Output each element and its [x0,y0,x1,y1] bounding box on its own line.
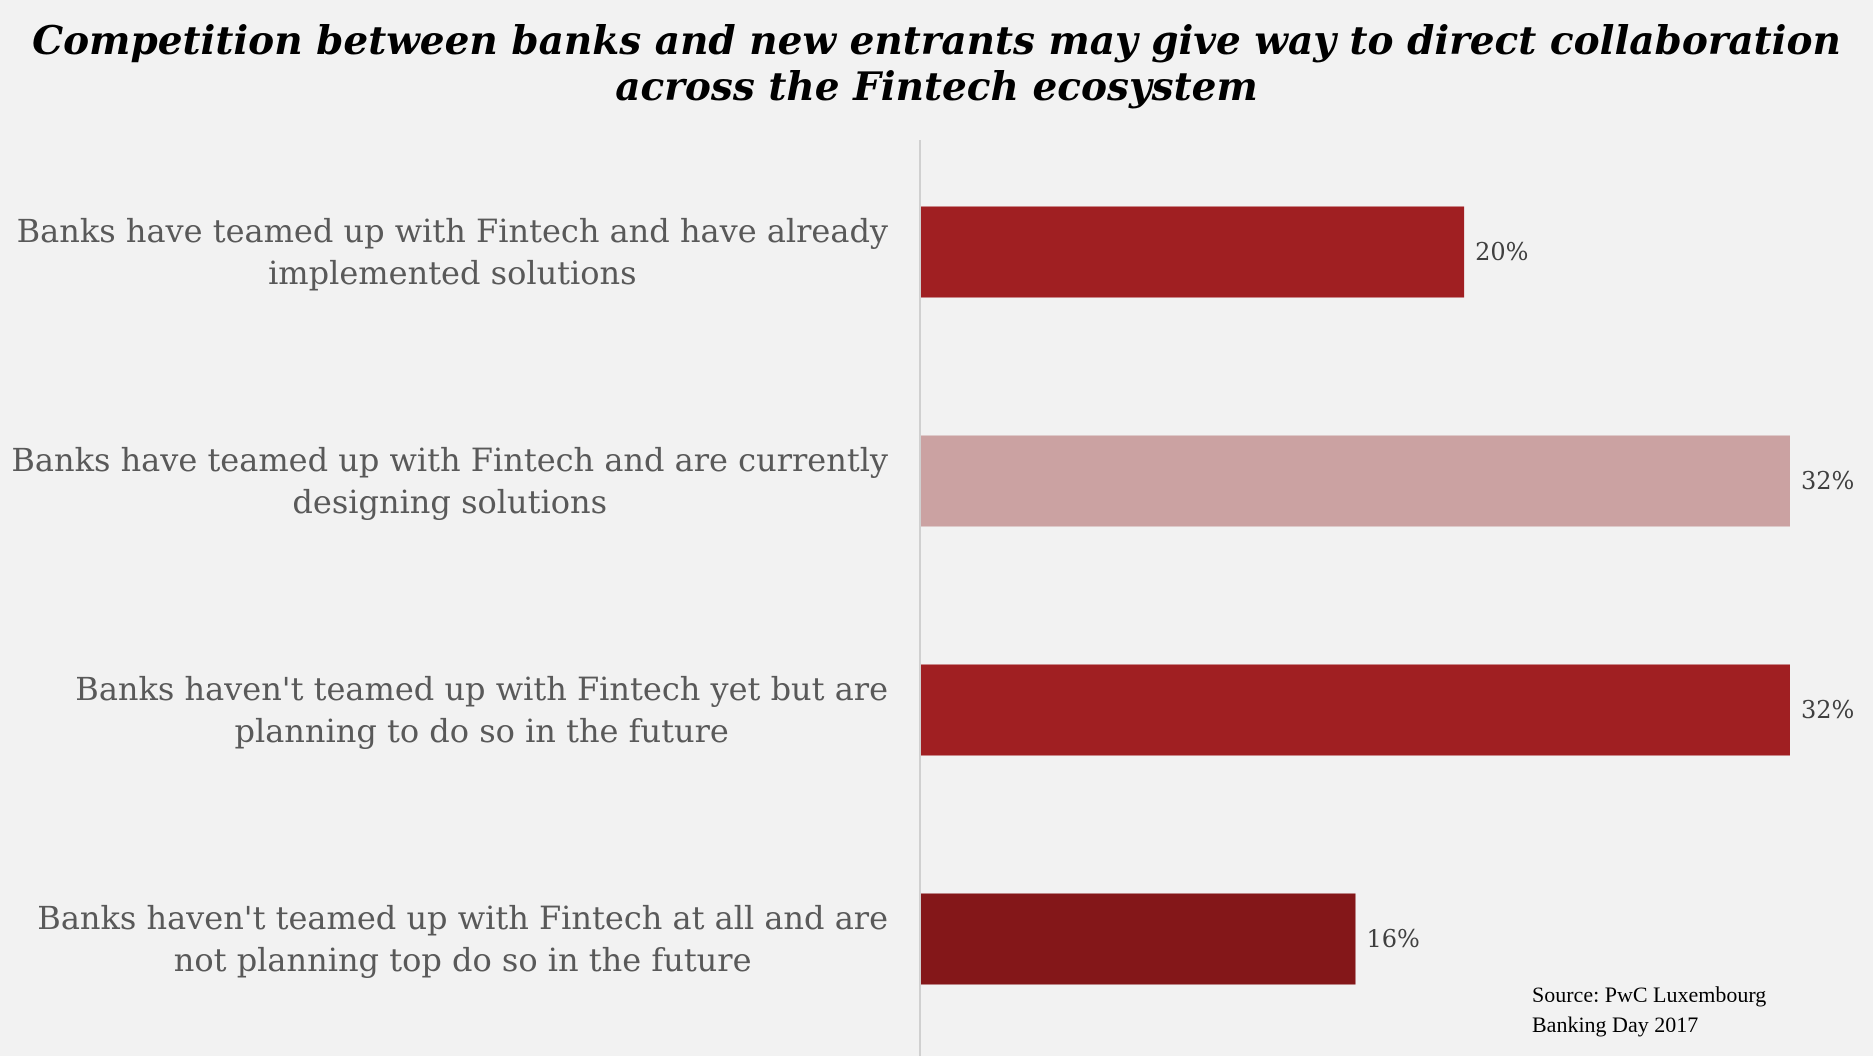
category-label-3: Banks haven't teamed up with Fintech yet… [75,670,888,750]
category-label-1-line-1: Banks have teamed up with Fintech and ha… [17,212,888,250]
category-label-2-line-2: designing solutions [292,483,607,521]
bar-1 [921,206,1465,298]
category-label-4: Banks haven't teamed up with Fintech at … [37,899,888,979]
category-label-2: Banks have teamed up with Fintech and ar… [11,441,888,521]
bars-layer: 20% Banks have teamed up with Fintech and… [11,206,1854,985]
category-label-1-line-2: implemented solutions [268,254,637,292]
source-line-1: Source: PwC Luxembourg [1532,982,1767,1007]
category-label-1: Banks have teamed up with Fintech and ha… [17,212,888,292]
bar-3 [921,664,1790,756]
category-label-4-line-2: not planning top do so in the future [174,941,752,979]
category-label-3-line-1: Banks haven't teamed up with Fintech yet… [75,670,888,708]
value-label-1: 20% [1475,238,1528,266]
source-note: Source: PwC Luxembourg Banking Day 2017 [1532,980,1832,1040]
source-line-2: Banking Day 2017 [1532,1012,1699,1037]
category-label-2-line-1: Banks have teamed up with Fintech and ar… [11,441,888,479]
value-label-2: 32% [1801,467,1854,495]
bar-2 [921,435,1790,527]
category-label-3-line-2: planning to do so in the future [234,712,728,750]
chart-title: Competition between banks and new entran… [32,18,1841,110]
bar-4 [921,893,1356,985]
category-label-4-line-1: Banks haven't teamed up with Fintech at … [37,899,888,937]
value-label-4: 16% [1367,925,1420,953]
value-label-3: 32% [1801,696,1854,724]
